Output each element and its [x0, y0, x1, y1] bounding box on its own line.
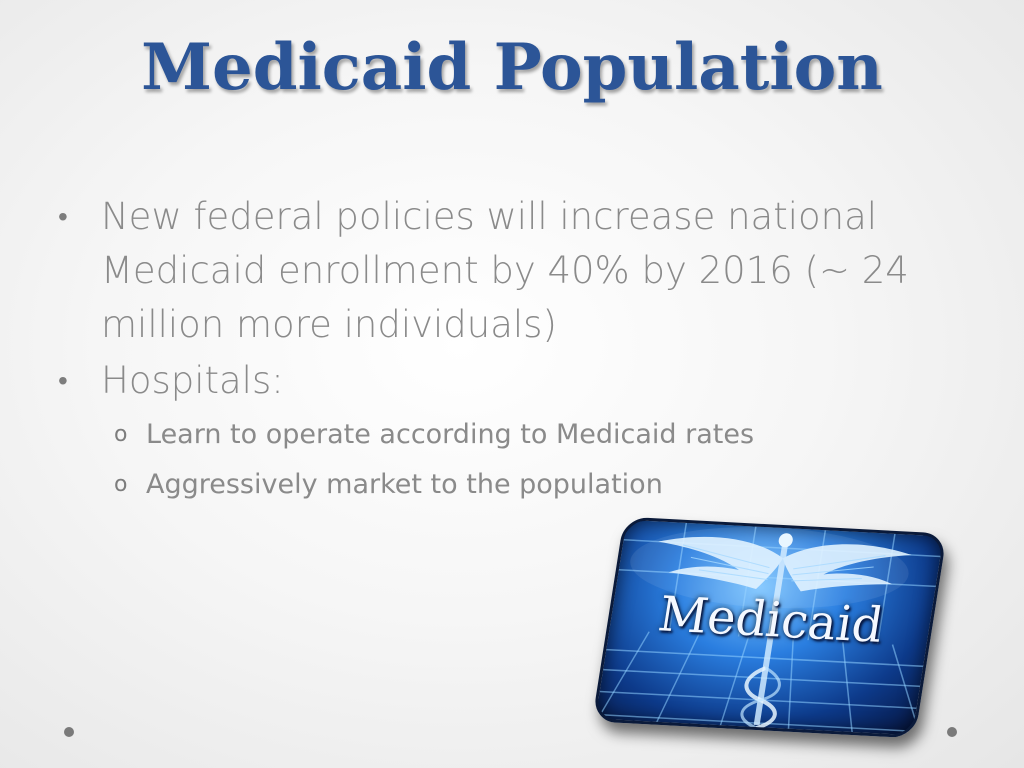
medicaid-logo-image: Medicaid: [591, 516, 948, 739]
bullet-item: • New federal policies will increase nat…: [58, 190, 958, 352]
medicaid-logo: Medicaid: [591, 516, 948, 739]
corner-decoration-dot: [947, 727, 957, 737]
bullet-list: • New federal policies will increase nat…: [58, 190, 958, 510]
sub-bullet-text: Aggressively market to the population: [146, 469, 663, 500]
sub-bullet-marker: o: [114, 422, 128, 447]
slide-title: Medicaid Population: [141, 30, 883, 105]
bullet-text: New federal policies will increase natio…: [101, 195, 909, 346]
caduceus-wings-icon: [594, 522, 947, 739]
bullet-item: • Hospitals:: [58, 354, 958, 408]
bullet-marker: •: [58, 364, 68, 397]
sub-bullet-text: Learn to operate according to Medicaid r…: [146, 419, 755, 450]
bullet-text: Hospitals:: [101, 359, 284, 402]
sub-bullet-marker: o: [114, 472, 128, 497]
sub-bullet-item: o Learn to operate according to Medicaid…: [58, 410, 958, 460]
corner-decoration-dot: [64, 727, 74, 737]
sub-bullet-item: o Aggressively market to the population: [58, 460, 958, 510]
bullet-marker: •: [58, 200, 68, 233]
